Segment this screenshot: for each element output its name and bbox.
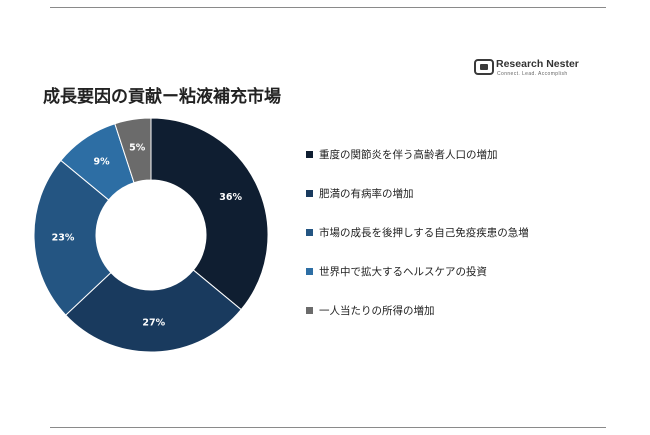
chart-title: 成長要因の貢献ー粘液補充市場 xyxy=(43,87,281,107)
legend-item-2: 肥満の有病率の増加 xyxy=(306,185,414,201)
legend-item-4: 世界中で拡大するヘルスケアの投資 xyxy=(306,263,487,279)
research-nester-logo: Research Nester Connect. Lead. Accomplis… xyxy=(474,57,584,81)
donut-slice-5 xyxy=(114,117,152,184)
legend-label-3: 市場の成長を後押しする自己免疫疾患の急増 xyxy=(319,226,529,239)
legend-item-3: 市場の成長を後押しする自己免疫疾患の急増 xyxy=(306,224,529,240)
legend-label-5: 一人当たりの所得の増加 xyxy=(319,304,435,317)
slice-label-5: 5% xyxy=(129,143,146,154)
logo-name: Research Nester xyxy=(496,58,579,70)
legend-swatch-3 xyxy=(306,228,313,236)
legend-item-5: 一人当たりの所得の増加 xyxy=(306,302,435,318)
legend-label-4: 世界中で拡大するヘルスケアの投資 xyxy=(319,265,487,278)
logo-tagline: Connect. Lead. Accomplish xyxy=(497,71,568,77)
slice-label-4: 9% xyxy=(93,157,110,168)
legend-swatch-1 xyxy=(306,150,313,158)
slice-label-3: 23% xyxy=(52,232,75,243)
bottom-divider xyxy=(50,427,606,428)
legend-label-2: 肥満の有病率の増加 xyxy=(319,187,414,200)
legend-label-1: 重度の関節炎を伴う高齢者人口の増加 xyxy=(319,148,498,161)
legend-swatch-4 xyxy=(306,267,313,275)
logo-icon xyxy=(474,59,494,75)
legend-swatch-5 xyxy=(306,306,313,314)
legend-item-1: 重度の関節炎を伴う高齢者人口の増加 xyxy=(306,146,498,162)
legend-swatch-2 xyxy=(306,189,313,197)
donut-slice-3 xyxy=(33,159,112,316)
slice-label-1: 36% xyxy=(219,192,242,203)
donut-slice-1 xyxy=(150,117,269,311)
slice-label-2: 27% xyxy=(142,317,165,328)
donut-slice-2 xyxy=(65,269,242,353)
top-divider xyxy=(50,7,606,8)
